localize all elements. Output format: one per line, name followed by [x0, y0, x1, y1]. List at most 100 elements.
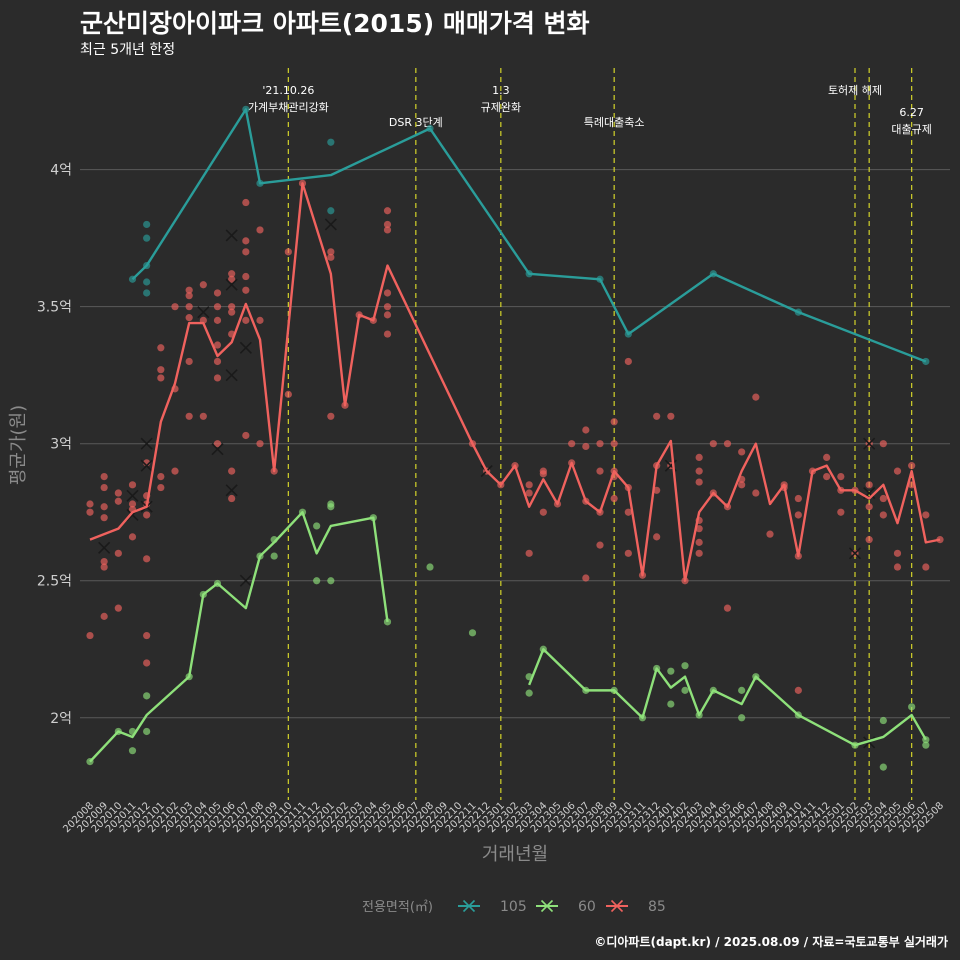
cross-stroke: [848, 547, 862, 560]
data-point: [284, 248, 292, 256]
axis-layer: 2억2.5억3억3.5억4억20200820200920201020201120…: [37, 163, 946, 835]
data-point: [383, 618, 392, 626]
y-tick-label: 2억: [50, 711, 72, 727]
cross-stroke: [664, 459, 677, 472]
cross-stroke: [540, 899, 554, 913]
data-point: [128, 747, 137, 755]
data-point: [383, 226, 392, 234]
data-point: [114, 497, 122, 505]
cross-stroke: [462, 899, 476, 913]
data-point: [157, 344, 165, 352]
event-label: 대출규제: [891, 123, 931, 136]
data-point: [525, 689, 533, 697]
data-point: [525, 549, 533, 557]
data-point: [143, 289, 151, 297]
cross-stroke: [225, 484, 238, 497]
data-point: [695, 453, 703, 462]
y-tick-label: 3억: [50, 437, 72, 453]
event-label: 규제완화: [481, 101, 521, 114]
data-point: [327, 207, 335, 215]
data-point: [327, 577, 335, 585]
legend-item-105: 105: [458, 899, 527, 915]
data-point: [610, 440, 618, 448]
cross-stroke: [239, 574, 252, 587]
cross-stroke: [225, 278, 238, 291]
data-point: [86, 508, 94, 516]
event-label: DSR 3단계: [389, 116, 443, 129]
data-point: [256, 226, 264, 234]
data-point: [865, 536, 873, 544]
data-point: [582, 442, 590, 451]
source-credit: ©디아파트(dapt.kr) / 2025.08.09 / 자료=국토교통부 실…: [594, 935, 948, 949]
data-point: [893, 549, 902, 557]
cross-stroke: [98, 541, 111, 554]
data-point: [327, 248, 335, 256]
data-point: [383, 311, 392, 319]
data-point: [213, 303, 222, 311]
data-point: [228, 303, 236, 311]
event-label: 토허제 해제: [828, 83, 882, 97]
data-point: [893, 563, 902, 571]
data-point: [879, 763, 887, 771]
legend-label: 60: [578, 899, 596, 915]
data-point: [539, 508, 547, 516]
cross-marker: [140, 459, 153, 472]
data-point: [284, 390, 292, 398]
data-point: [143, 234, 151, 242]
data-point: [327, 500, 335, 508]
data-point: [327, 412, 335, 420]
data-point: [879, 494, 887, 503]
data-point: [100, 557, 108, 566]
data-point: [171, 303, 179, 311]
data-point: [624, 549, 632, 557]
data-point: [610, 494, 618, 503]
event-label: 가계부채관리강화: [248, 101, 329, 114]
data-point: [100, 503, 108, 511]
cross-marker: [197, 306, 210, 319]
data-point: [681, 686, 689, 694]
series-line: [89, 182, 941, 582]
data-point: [383, 330, 392, 338]
data-point: [922, 511, 930, 519]
cross-marker: [540, 899, 554, 913]
data-point: [185, 314, 193, 322]
data-point: [114, 489, 122, 497]
data-point: [143, 555, 151, 563]
cross-marker: [211, 443, 224, 456]
data-point: [213, 357, 222, 366]
data-point: [128, 481, 137, 489]
data-point: [185, 286, 193, 294]
data-point: [114, 549, 122, 557]
data-point: [242, 237, 250, 245]
cross-marker: [225, 278, 238, 291]
data-point: [143, 511, 151, 519]
data-point: [596, 467, 604, 475]
data-point: [610, 418, 618, 426]
data-point: [766, 530, 774, 538]
data-point: [185, 357, 193, 366]
cross-stroke: [863, 437, 876, 450]
data-point: [185, 303, 193, 311]
cross-marker: [140, 437, 153, 450]
cross-marker: [324, 218, 337, 231]
data-point: [794, 494, 802, 503]
data-point: [242, 316, 250, 324]
data-point: [157, 472, 165, 481]
series-85: [86, 179, 944, 694]
data-point: [568, 440, 576, 448]
data-point: [582, 426, 590, 434]
cross-stroke: [126, 489, 139, 502]
data-point: [100, 483, 108, 492]
data-point: [695, 467, 703, 475]
data-point: [893, 467, 902, 475]
data-point: [695, 538, 703, 546]
data-point: [723, 604, 732, 612]
series-layer: [86, 105, 944, 771]
cross-stroke: [225, 369, 238, 382]
data-point: [383, 289, 392, 297]
data-point: [313, 577, 321, 585]
data-point: [100, 612, 108, 620]
x-axis-title: 거래년월: [482, 844, 548, 865]
